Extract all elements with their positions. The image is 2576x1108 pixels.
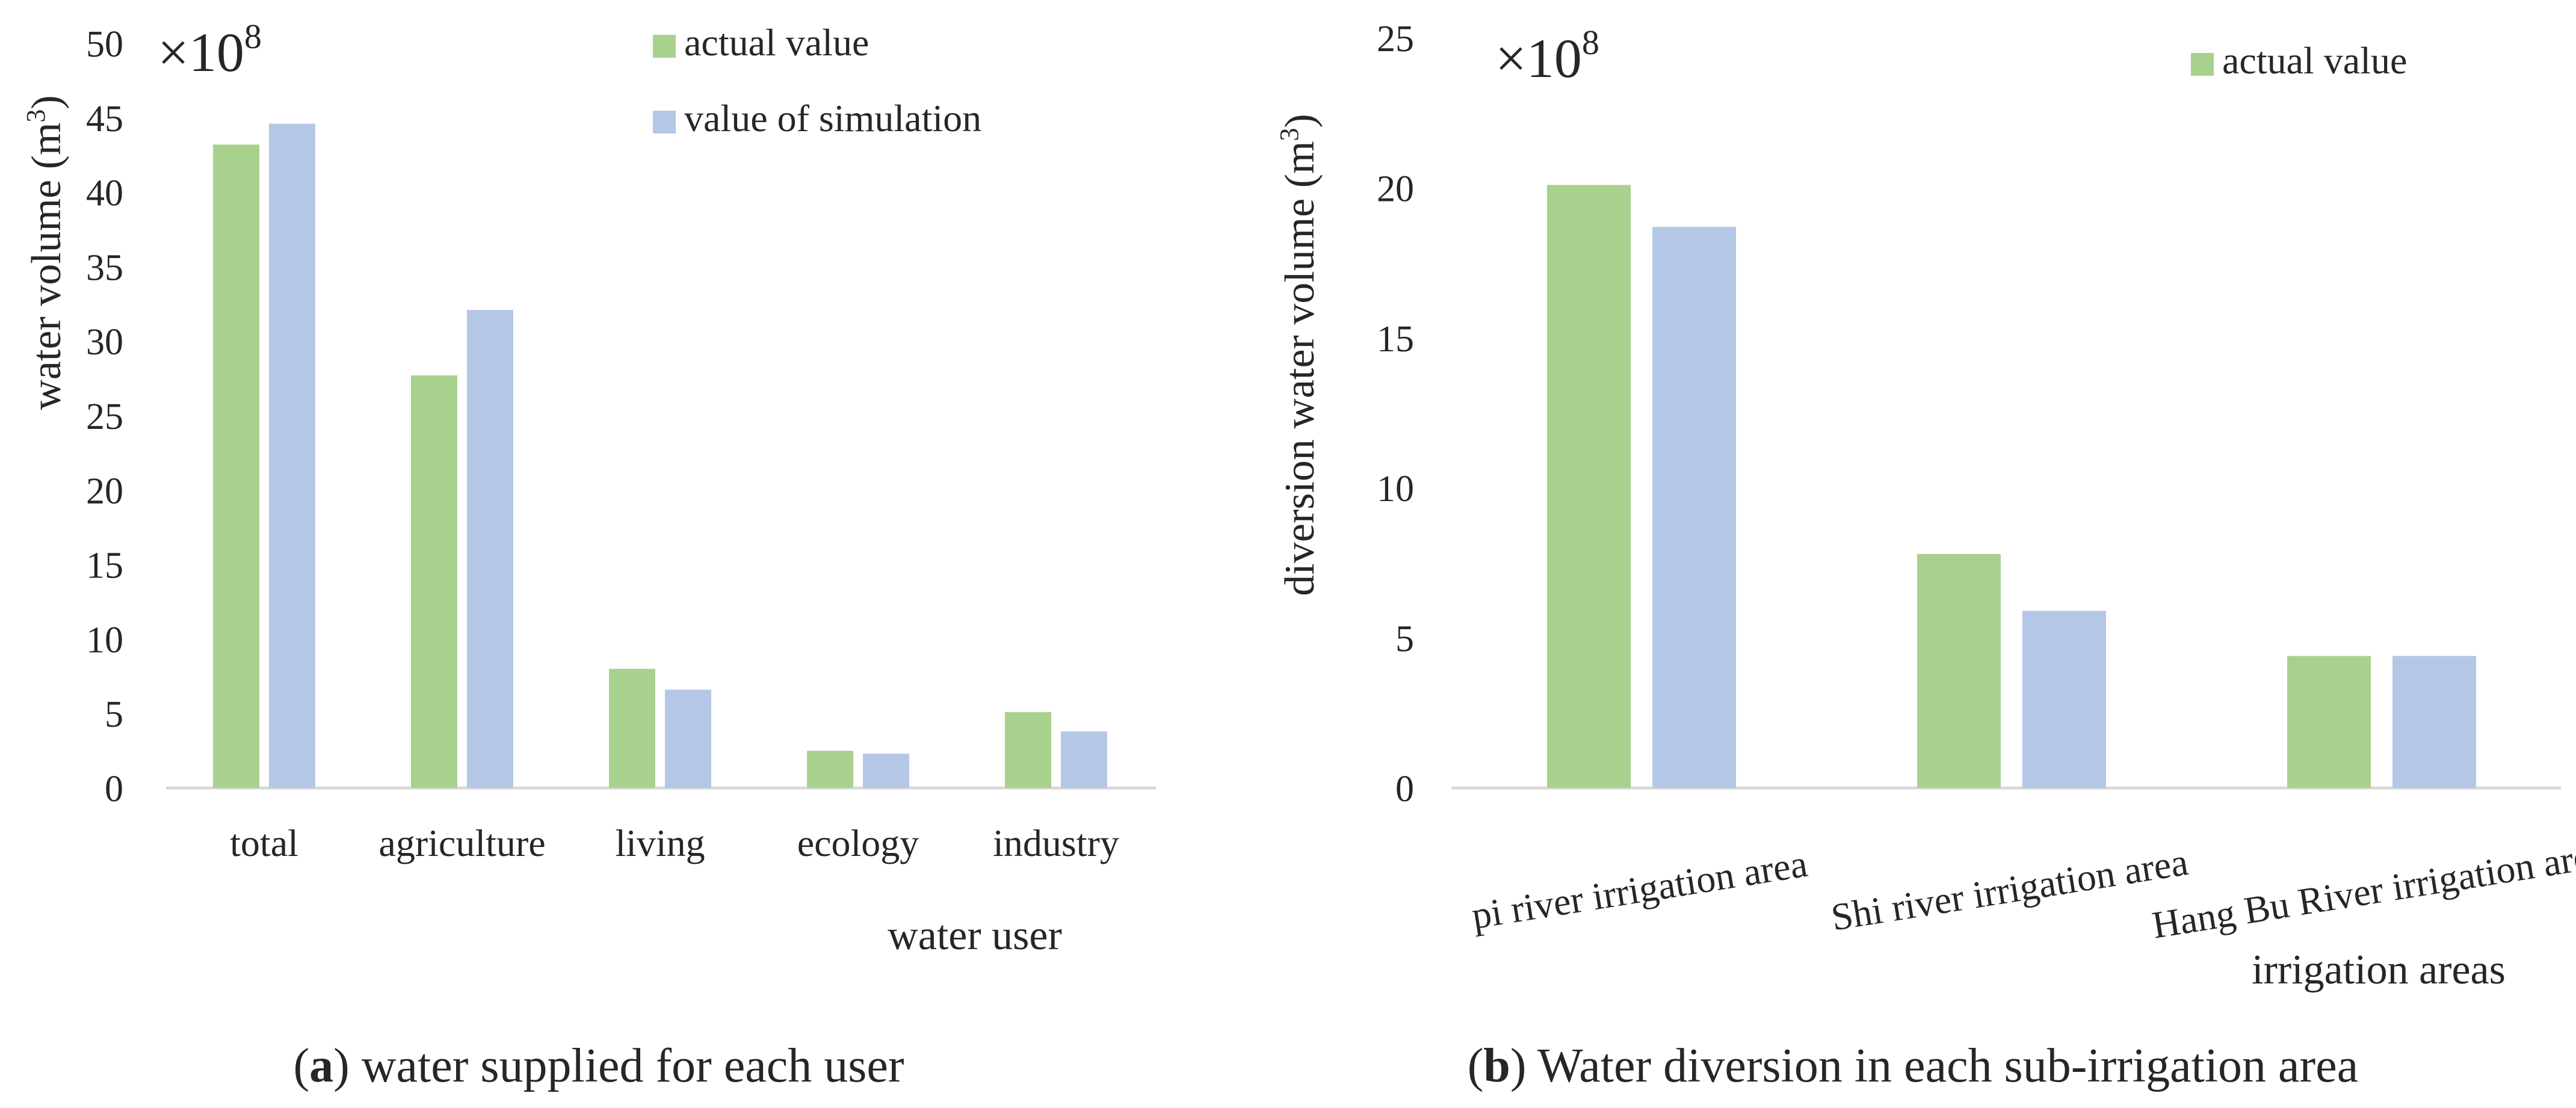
y-tick-label-10: 10 [1377,469,1414,509]
caption-b-letter: b [1483,1039,1510,1092]
chart-water-supplied: ×108 water volume (m3) 0 5 10 15 20 25 30 35 40 4… [21,17,1156,1092]
multiplier-exponent: 8 [244,17,262,56]
y-tick-label-20: 20 [1377,168,1414,209]
bar-actual-value-total [213,144,259,788]
bar-actual-value-shi-river-irrigation-area [1917,553,2001,788]
svg-text:diversion water volume (m3): diversion water volume (m3) [1274,114,1323,596]
bar-actual-value-ecology [807,751,853,788]
y-axis-title-b-superscript: 3 [1274,128,1304,141]
multiplier-label: ×108 [158,17,262,83]
x-axis-title: water user [888,913,1062,959]
x-tick-label-agriculture: agriculture [378,822,545,864]
caption-b: (b) Water diversion in each sub-irrigati… [1468,1039,2358,1092]
y-tick-label-35: 35 [86,247,123,288]
y-axis-title-b-close: ) [1277,114,1323,128]
bar-value-of-simulation-total [269,123,315,789]
y-tick-label-5: 5 [105,694,123,735]
bar-actual-value-agriculture [411,375,457,788]
x-tick-label-living: living [615,822,705,864]
bar-value-of-simulation-hang-bu-river-irrigation-area [2392,656,2476,788]
y-tick-label-25: 25 [1377,19,1414,60]
legend-label-value-of-simulation: value of simulation [684,97,981,140]
y-tick-label-10: 10 [86,620,123,660]
y-axis-title-text: water volume (m [23,123,70,410]
y-axis-title-b-text: diversion water volume (m [1277,141,1323,596]
y-tick-label-30: 30 [86,322,123,363]
legend-swatch-value-of-simulation [653,111,676,134]
svg-text:water volume (m3): water volume (m3) [21,95,70,410]
legend-swatch-actual-value [653,35,676,58]
bar-value-of-simulation-shi-river-irrigation-area [2022,611,2106,788]
y-tick-label-20: 20 [86,471,123,512]
bar-value-of-simulation-living [665,689,711,788]
y-tick-label-25: 25 [86,396,123,437]
bar-value-of-simulation-pi-river-irrigation-area [1652,227,1736,788]
y-tick-label-15: 15 [1377,319,1414,360]
caption-a-letter: a [309,1039,333,1092]
caption-b-text: Water diversion in each sub-irrigation a… [1537,1039,2358,1092]
multiplier-base-b: ×10 [1495,28,1582,89]
multiplier-base: ×10 [158,22,244,83]
x-tick-label-ecology: ecology [797,822,919,864]
x-tick-label-industry: industry [993,822,1119,864]
legend: actual value value of simulation [653,21,981,140]
y-axis-ticks: 0 5 10 15 20 25 30 35 40 45 50 [86,24,123,810]
y-tick-label-45: 45 [86,99,123,140]
x-axis-title-b: irrigation areas [2252,947,2506,993]
bars-b [1547,185,2476,788]
y-axis-title-superscript: 3 [21,109,51,123]
y-tick-label-0: 0 [105,769,123,810]
caption-a: (a) water supplied for each user [293,1039,904,1092]
bar-value-of-simulation-agriculture [467,310,513,788]
bar-value-of-simulation-industry [1061,731,1107,788]
y-tick-label-0: 0 [1395,769,1414,810]
y-axis-title-close: ) [23,95,70,109]
y-tick-label-15: 15 [86,546,123,586]
multiplier-exponent-b: 8 [1582,23,1599,62]
y-axis-ticks-b: 0 5 10 15 20 25 [1377,19,1414,810]
caption-a-text: water supplied for each user [362,1039,904,1092]
legend-label-actual-value: actual value [2222,39,2407,82]
x-tick-label-total: total [230,822,298,864]
y-tick-label-5: 5 [1395,619,1414,660]
bar-actual-value-living [609,668,655,788]
legend-swatch-actual-value [2191,53,2214,76]
legend-b: actual value [2191,39,2407,82]
y-tick-label-40: 40 [86,173,123,214]
x-axis-category-labels: total agriculture living ecology industry [230,822,1119,864]
bars [213,123,1107,789]
bar-actual-value-industry [1005,712,1051,788]
bar-actual-value-pi-river-irrigation-area [1547,185,1631,788]
bar-actual-value-hang-bu-river-irrigation-area [2287,656,2371,788]
svg-text:×108: ×108 [1495,23,1599,89]
bar-value-of-simulation-ecology [863,754,909,788]
y-axis-title: water volume (m3) [21,95,70,410]
legend-label-actual-value: actual value [684,21,869,64]
y-axis-title-b: diversion water volume (m3) [1274,114,1323,596]
y-tick-label-50: 50 [86,24,123,65]
svg-text:×108: ×108 [158,17,262,83]
multiplier-label-b: ×108 [1495,23,1599,89]
